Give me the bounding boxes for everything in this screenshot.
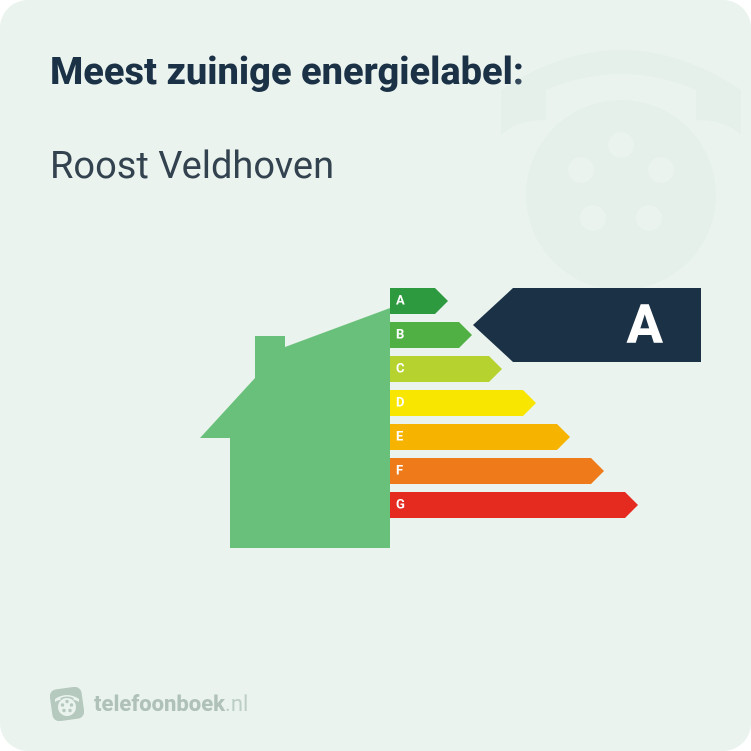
footer-brand: telefoonboek.nl bbox=[50, 687, 248, 721]
energy-bar-letter: E bbox=[396, 430, 403, 445]
brand-name: telefoonboek bbox=[94, 692, 225, 717]
house-icon bbox=[190, 308, 390, 548]
brand-phone-icon bbox=[50, 687, 84, 721]
energy-bar-letter: F bbox=[396, 464, 403, 479]
energy-bar-shape bbox=[390, 492, 638, 518]
energy-label-graphic: A B C D E F G A bbox=[50, 268, 701, 548]
energy-bar-shape bbox=[390, 458, 604, 484]
energy-bar-letter: D bbox=[396, 396, 404, 411]
energy-bar-letter: B bbox=[396, 328, 404, 343]
energy-bar-letter: C bbox=[396, 362, 405, 377]
brand-text: telefoonboek.nl bbox=[94, 692, 248, 717]
energy-label-card: Meest zuinige energielabel: Roost Veldho… bbox=[0, 0, 751, 751]
selected-label-banner bbox=[471, 286, 701, 364]
brand-tld: .nl bbox=[225, 692, 248, 717]
energy-bar-shape bbox=[390, 390, 536, 416]
energy-bar-letter: A bbox=[396, 294, 405, 309]
energy-bar-shape bbox=[390, 424, 570, 450]
selected-label-letter: A bbox=[626, 294, 665, 357]
energy-bar-letter: G bbox=[396, 498, 405, 513]
